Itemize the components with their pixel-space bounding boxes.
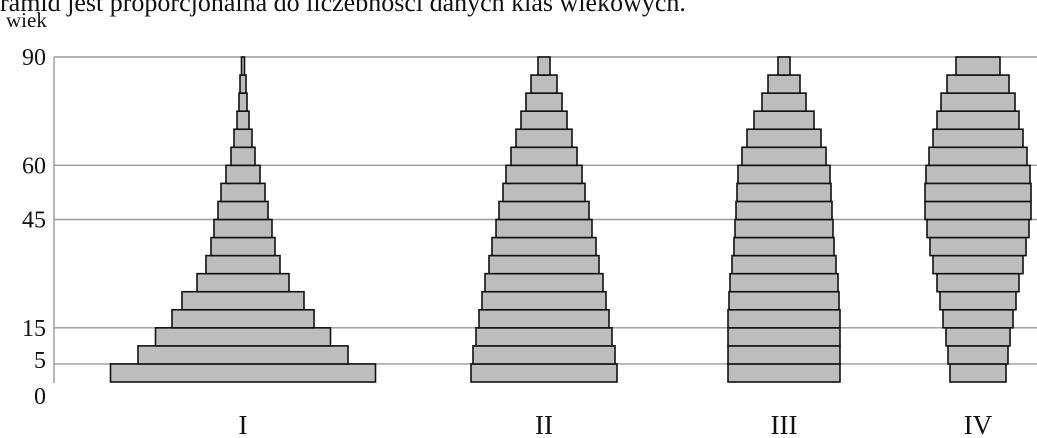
bar-IV-30-35 xyxy=(932,254,1024,275)
bar-II-65-70 xyxy=(515,128,573,149)
bar-III-50-55 xyxy=(736,182,832,203)
bar-I-70-75 xyxy=(236,110,250,131)
bar-III-65-70 xyxy=(746,128,822,149)
bar-IV-20-25 xyxy=(939,290,1017,311)
y-tick-labels: 0 5 15 45 60 90 xyxy=(22,45,46,410)
bar-I-30-35 xyxy=(205,254,281,275)
bar-I-85-90 xyxy=(240,56,246,76)
bar-II-15-20 xyxy=(478,308,610,329)
bar-III-75-80 xyxy=(761,92,807,112)
bar-III-85-90 xyxy=(777,56,791,76)
y-tick-0: 0 xyxy=(34,384,46,410)
bar-IV-25-30 xyxy=(936,272,1020,293)
bar-II-80-85 xyxy=(530,74,558,94)
bar-III-15-20 xyxy=(727,308,841,329)
bar-IV-65-70 xyxy=(932,128,1024,149)
bar-III-55-60 xyxy=(737,164,831,185)
bar-I-60-65 xyxy=(230,146,256,167)
bar-II-40-45 xyxy=(495,218,593,239)
bar-II-60-65 xyxy=(510,146,578,167)
caption-text: ramid jest proporcjonalna do liczebności… xyxy=(0,0,686,17)
bar-II-20-25 xyxy=(481,290,607,311)
bar-IV-70-75 xyxy=(936,110,1020,131)
pyramid-I xyxy=(109,56,377,383)
bar-I-80-85 xyxy=(239,74,247,94)
bar-II-75-80 xyxy=(525,92,563,112)
bar-III-0-5 xyxy=(727,363,841,383)
bar-III-10-15 xyxy=(727,327,841,347)
bar-II-5-10 xyxy=(472,345,616,365)
bar-II-30-35 xyxy=(488,254,600,275)
y-tick-15: 15 xyxy=(22,316,46,342)
bar-IV-45-50 xyxy=(924,200,1032,221)
y-tick-60: 60 xyxy=(22,153,46,179)
bar-III-80-85 xyxy=(767,74,801,94)
bar-IV-85-90 xyxy=(955,56,1001,76)
bar-IV-0-5 xyxy=(949,363,1007,383)
bar-I-15-20 xyxy=(171,308,315,329)
y-tick-45: 45 xyxy=(22,208,46,234)
bar-I-40-45 xyxy=(213,218,273,239)
bar-IV-35-40 xyxy=(929,236,1027,257)
bar-IV-5-10 xyxy=(947,345,1009,365)
bar-III-70-75 xyxy=(753,110,815,131)
bar-II-0-5 xyxy=(470,363,618,383)
bar-IV-60-65 xyxy=(928,146,1028,167)
bar-IV-40-45 xyxy=(926,218,1030,239)
y-tick-5: 5 xyxy=(34,348,46,374)
bar-IV-10-15 xyxy=(945,327,1011,347)
pyramid-II xyxy=(470,56,618,383)
bar-I-55-60 xyxy=(225,164,261,185)
bar-II-50-55 xyxy=(502,182,586,203)
bar-I-25-30 xyxy=(196,272,290,293)
bars xyxy=(109,56,1032,383)
bar-IV-55-60 xyxy=(925,164,1031,185)
pyramid-label-II: II xyxy=(535,410,553,438)
bar-II-85-90 xyxy=(537,56,551,76)
pyramid-labels: I II III IV xyxy=(239,410,993,438)
bar-I-5-10 xyxy=(137,345,349,365)
bar-III-60-65 xyxy=(741,146,827,167)
pyramid-label-I: I xyxy=(239,410,248,438)
bar-IV-80-85 xyxy=(946,74,1010,94)
bar-I-20-25 xyxy=(181,290,305,311)
bar-II-35-40 xyxy=(491,236,597,257)
bar-II-10-15 xyxy=(475,327,613,347)
bar-III-35-40 xyxy=(733,236,835,257)
bar-II-25-30 xyxy=(484,272,604,293)
bar-III-40-45 xyxy=(734,218,834,239)
bar-IV-75-80 xyxy=(940,92,1016,112)
bar-I-10-15 xyxy=(154,327,332,347)
bar-I-75-80 xyxy=(238,92,248,112)
bar-II-55-60 xyxy=(505,164,583,185)
bar-II-45-50 xyxy=(498,200,590,221)
y-tick-90: 90 xyxy=(22,45,46,71)
bar-III-5-10 xyxy=(727,345,841,365)
bar-I-0-5 xyxy=(109,363,377,383)
y-axis-label: wiek xyxy=(6,8,47,32)
bar-I-35-40 xyxy=(210,236,276,257)
bar-IV-50-55 xyxy=(924,182,1032,203)
bar-IV-15-20 xyxy=(942,308,1014,329)
bar-III-20-25 xyxy=(728,290,840,311)
bar-III-30-35 xyxy=(731,254,837,275)
bar-III-25-30 xyxy=(729,272,839,293)
bar-I-45-50 xyxy=(217,200,269,221)
pyramid-IV xyxy=(924,56,1032,383)
pyramid-label-III: III xyxy=(771,410,798,438)
bar-II-70-75 xyxy=(520,110,568,131)
pyramid-label-IV: IV xyxy=(964,410,993,438)
bar-I-65-70 xyxy=(233,128,253,149)
bar-III-45-50 xyxy=(735,200,833,221)
bar-I-50-55 xyxy=(220,182,266,203)
pyramid-III xyxy=(727,56,841,383)
